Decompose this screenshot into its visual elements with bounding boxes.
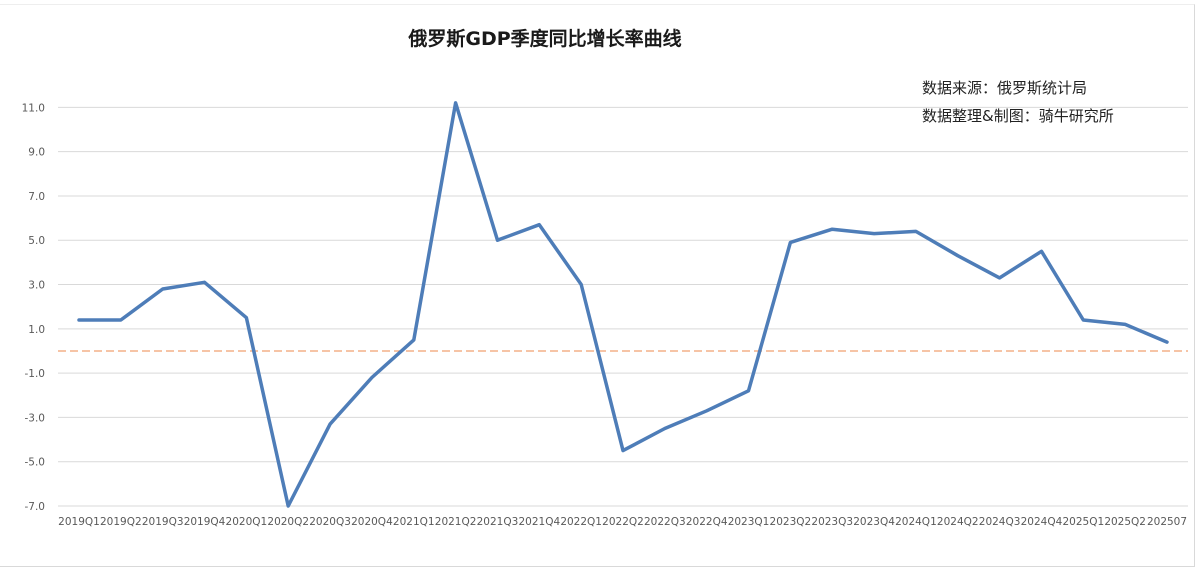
x-tick-label: 2021Q3 — [477, 516, 519, 528]
x-tick-label: 2021Q4 — [518, 516, 560, 528]
y-tick-label: -3.0 — [25, 412, 46, 424]
x-tick-label: 2025Q1 — [1062, 516, 1104, 528]
x-tick-label: 2022Q4 — [686, 516, 728, 528]
x-axis-labels: 2019Q1 2019Q2 2019Q3 2019Q4 2020Q1 2020Q2 2020… — [58, 516, 1187, 528]
y-axis-labels: 11.0 9.0 7.0 5.0 3.0 1.0 -1.0 -3.0 -5.0 -7.0 — [22, 102, 45, 513]
x-tick-label: 2020Q4 — [351, 516, 393, 528]
x-tick-label: 2023Q4 — [853, 516, 895, 528]
x-tick-label: 2023Q1 — [728, 516, 770, 528]
y-tick-label: 9.0 — [28, 147, 45, 159]
x-tick-label: 2024Q3 — [979, 516, 1021, 528]
x-tick-label: 2024Q1 — [895, 516, 937, 528]
y-tick-label: 5.0 — [28, 235, 45, 247]
y-tick-label: 1.0 — [28, 324, 45, 336]
author-note: 数据整理&制图：骑牛研究所 — [922, 107, 1114, 125]
y-tick-label: 7.0 — [28, 191, 45, 203]
x-tick-label: 2020Q3 — [309, 516, 351, 528]
y-tick-label: -5.0 — [25, 457, 46, 469]
y-tick-label: 11.0 — [22, 102, 45, 114]
x-tick-label: 2025Q2 — [1104, 516, 1146, 528]
chart-title: 俄罗斯GDP季度同比增长率曲线 — [408, 28, 682, 50]
x-tick-label: 2023Q3 — [811, 516, 853, 528]
x-tick-label: 2022Q3 — [644, 516, 686, 528]
y-tick-label: -1.0 — [25, 368, 46, 380]
x-tick-label: 2024Q4 — [1021, 516, 1063, 528]
x-tick-label: 2019Q1 — [58, 516, 100, 528]
chart-frame — [0, 4, 1195, 567]
y-tick-label: -7.0 — [25, 501, 46, 513]
x-tick-label: 2024Q2 — [937, 516, 979, 528]
x-tick-label: 2022Q1 — [560, 516, 602, 528]
source-note: 数据来源：俄罗斯统计局 — [922, 79, 1088, 97]
y-tick-label: 3.0 — [28, 280, 45, 292]
x-tick-label: 2022Q2 — [602, 516, 644, 528]
x-tick-label: 2023Q2 — [770, 516, 812, 528]
x-tick-label: 2019Q3 — [142, 516, 184, 528]
x-tick-label: 2021Q1 — [393, 516, 435, 528]
gridlines — [58, 106, 1188, 507]
gdp-growth-line — [77, 101, 1169, 508]
x-tick-label: 2020Q2 — [267, 516, 309, 528]
x-tick-label: 2020Q1 — [226, 516, 268, 528]
x-tick-label: 202507 — [1147, 516, 1187, 528]
x-tick-label: 2019Q4 — [184, 516, 226, 528]
x-tick-label: 2019Q2 — [100, 516, 142, 528]
x-tick-label: 2021Q2 — [435, 516, 477, 528]
